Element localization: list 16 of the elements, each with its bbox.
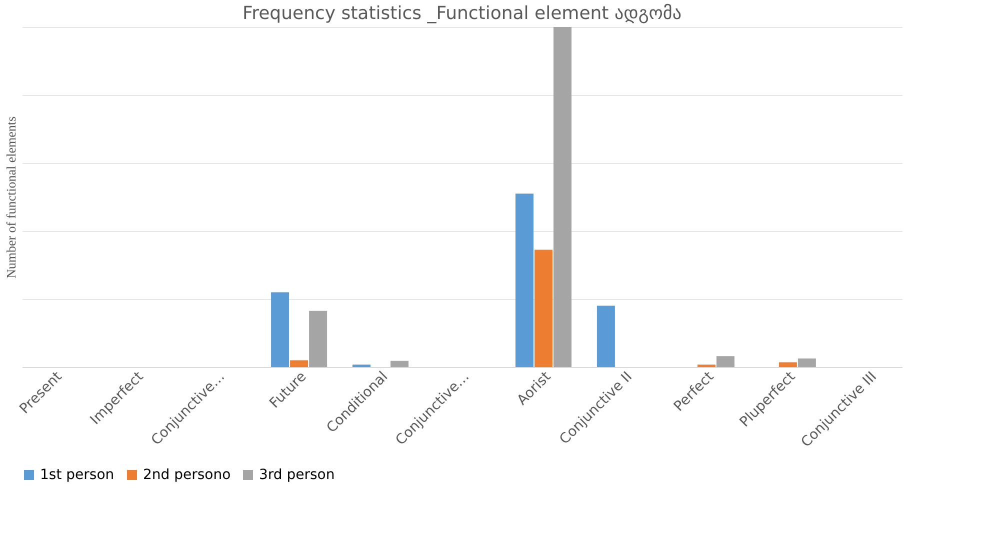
bar [716, 356, 734, 367]
legend-label: 1st person [40, 467, 114, 483]
y-axis-title: Number of functional elements [4, 116, 18, 279]
bar [290, 360, 308, 367]
bar [798, 358, 816, 367]
bar [271, 292, 290, 367]
bar [515, 194, 534, 367]
legend-label: 3rd person [259, 467, 335, 483]
bar [390, 360, 409, 367]
legend-label: 2nd persono [143, 467, 231, 483]
bar [596, 306, 615, 367]
chart-title: Frequency statistics _Functional element ადგომა [242, 3, 682, 24]
bar [309, 310, 328, 367]
bar [553, 27, 572, 367]
bar [534, 250, 552, 367]
bar [778, 362, 797, 367]
